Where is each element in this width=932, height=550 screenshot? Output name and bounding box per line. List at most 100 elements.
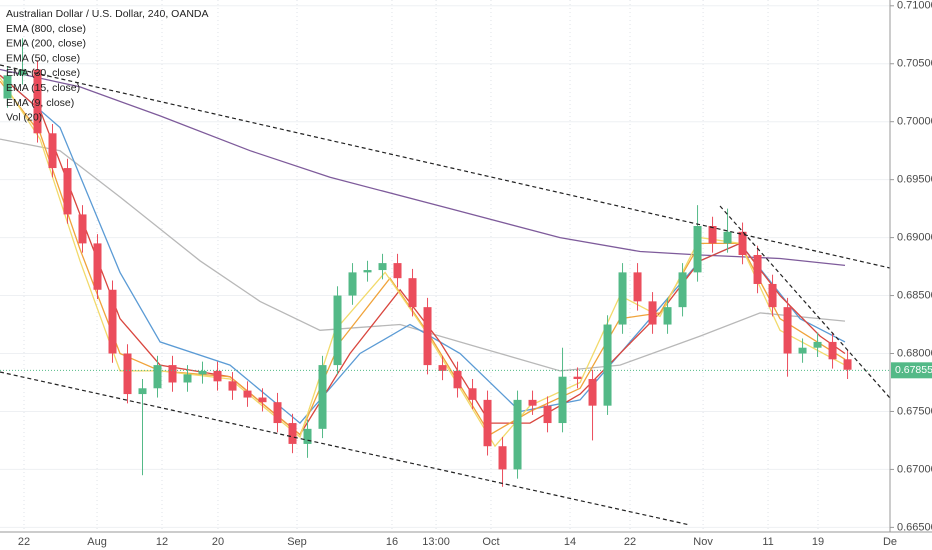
candle-body (333, 295, 342, 366)
candle-body (423, 307, 432, 366)
candle-body (183, 374, 192, 383)
candle-body (828, 341, 837, 360)
candle-body (303, 428, 312, 444)
candle-body (483, 399, 492, 447)
candle-body (813, 341, 822, 348)
ema-line (0, 74, 846, 436)
x-tick-label: 22 (624, 536, 636, 548)
candle-body (618, 272, 627, 325)
candle-body (288, 423, 297, 444)
candle-body (453, 370, 462, 389)
trend-line (0, 371, 691, 526)
ema-line (0, 138, 846, 372)
x-tick-label: 14 (564, 536, 576, 548)
legend: EMA (800, close) EMA (200, close) EMA (50,… (6, 23, 86, 124)
candle-body (153, 365, 162, 389)
candle-body (93, 243, 102, 290)
candle-body (843, 359, 852, 370)
candle-body (678, 272, 687, 308)
last-price-box (891, 362, 932, 379)
candle-body (18, 69, 27, 76)
candle-body (633, 272, 642, 302)
candle-body (588, 379, 597, 406)
candle-body (663, 307, 672, 325)
candle-body (408, 278, 417, 308)
candle-body (558, 376, 567, 424)
x-tick-label: 20 (212, 536, 224, 548)
candles (3, 38, 852, 487)
legend-entry: EMA (800, close) (6, 23, 86, 35)
candle-body (693, 226, 702, 273)
last-price-label: 0.67855 (895, 364, 932, 376)
candle-body (168, 365, 177, 383)
x-tick-label: 16 (386, 536, 398, 548)
legend-entry: EMA (200, close) (6, 38, 86, 50)
candle-body (438, 365, 447, 371)
candle-body (378, 263, 387, 271)
candle-body (243, 390, 252, 398)
chart-title: Australian Dollar / U.S. Dollar, 240, OA… (6, 8, 209, 20)
x-tick-label: 12 (156, 536, 168, 548)
legend-entry: EMA (9, close) (6, 97, 74, 109)
x-tick-label: Aug (87, 536, 107, 548)
candle-body (78, 214, 87, 244)
legend-entry: EMA (15, close) (6, 82, 80, 94)
candle-body (513, 399, 522, 470)
trend-line (719, 205, 891, 399)
candle-body (468, 388, 477, 400)
x-tick-label: 19 (812, 536, 824, 548)
x-tick-label: Oct (482, 536, 499, 548)
candle-body (273, 402, 282, 424)
candle-body (498, 446, 507, 470)
candle-body (798, 347, 807, 354)
candle-body (708, 226, 717, 244)
legend-entry: EMA (50, close) (6, 52, 80, 64)
candle-body (363, 270, 372, 273)
candle-body (603, 324, 612, 406)
x-tick-label: De (883, 536, 897, 548)
legend-entry: EMA (30, close) (6, 67, 80, 79)
candle-body (648, 301, 657, 325)
legend-entry: Vol (20) (6, 112, 42, 124)
x-tick-label: 13:00 (422, 536, 450, 548)
candle-body (318, 365, 327, 429)
x-tick-label: Sep (287, 536, 307, 548)
x-tick-label: Nov (693, 536, 713, 548)
y-tick-label: 0.66500 (897, 521, 932, 533)
candle-body (198, 370, 207, 375)
candle-body (393, 263, 402, 279)
trend-line (0, 64, 891, 269)
candle-body (528, 399, 537, 406)
candle-body (3, 75, 12, 99)
candle-body (543, 405, 552, 424)
candle-body (573, 376, 582, 380)
ema-line (0, 68, 846, 267)
candle-body (738, 231, 747, 255)
candle-body (348, 272, 357, 296)
x-tick-label: 22 (18, 536, 30, 548)
candle-body (228, 381, 237, 391)
candle-body (783, 307, 792, 354)
candle-body (48, 133, 57, 169)
candle-body (123, 353, 132, 395)
candle-body (138, 388, 147, 395)
candle-body (33, 69, 42, 134)
candle-body (63, 168, 72, 215)
candle-body (258, 397, 267, 403)
grid (0, 0, 891, 532)
candle-body (753, 254, 762, 284)
candle-body (768, 283, 777, 308)
candle-body (108, 289, 117, 354)
x-tick-label: 11 (762, 536, 773, 548)
